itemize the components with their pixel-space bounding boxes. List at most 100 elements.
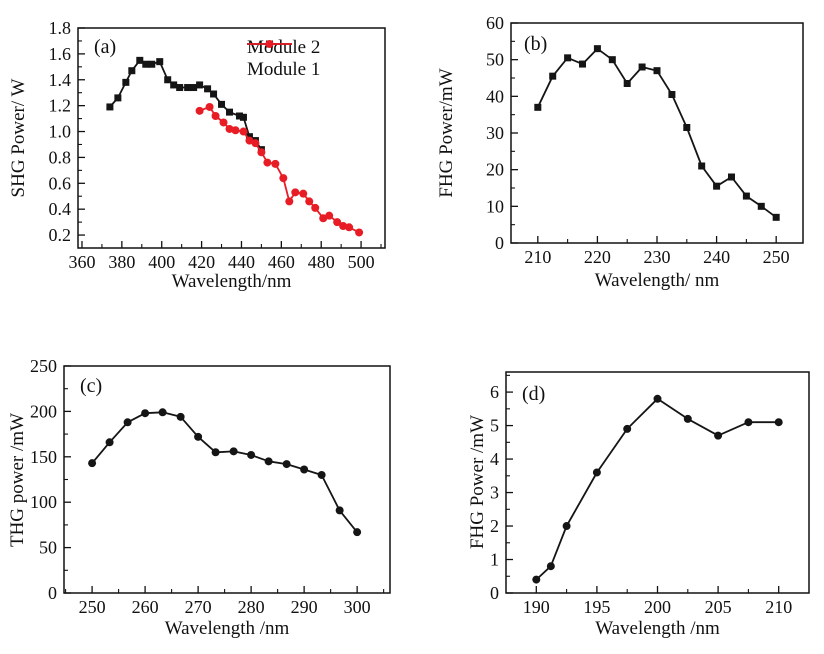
y-tick-label: 200 <box>30 401 57 421</box>
data-point-marker <box>683 124 691 131</box>
data-point-marker <box>239 113 247 121</box>
data-point-marker <box>263 158 272 167</box>
data-point-marker <box>579 60 587 68</box>
plot-frame <box>63 365 391 594</box>
panel-label-d: (d) <box>522 383 546 405</box>
chart-panel-a: 360 380 400 420 440 460 480 500 0.2 0.4 0.6 0.8 1.0 1… <box>0 0 412 300</box>
data-point-marker <box>196 81 204 89</box>
data-point-marker <box>190 84 198 92</box>
data-point-marker <box>122 78 130 86</box>
data-point-marker <box>299 189 308 198</box>
series-line <box>91 411 358 533</box>
data-point-marker <box>713 182 721 190</box>
data-point-marker <box>136 56 144 64</box>
panel-label-c: (c) <box>80 375 103 397</box>
y-tick-label: 6 <box>490 382 499 402</box>
data-point-marker <box>562 522 571 531</box>
data-point-marker <box>744 418 753 427</box>
x-tick-label: 480 <box>308 252 335 272</box>
data-point-marker <box>194 432 203 441</box>
x-tick-label: 195 <box>583 597 610 617</box>
x-tick-label: 360 <box>68 252 95 272</box>
data-point-marker <box>653 67 661 75</box>
legend-label: Module 2 <box>247 37 321 58</box>
data-point-marker <box>282 460 291 469</box>
y-tick-label: 40 <box>486 86 504 106</box>
x-tick-label: 260 <box>132 597 159 617</box>
legend-line-circle-icon <box>247 40 292 48</box>
y-tick-label: 3 <box>490 483 499 503</box>
data-point-marker <box>184 84 192 92</box>
data-point-marker <box>305 197 314 206</box>
y-tick-label: 4 <box>490 449 499 469</box>
data-point-marker <box>239 127 248 136</box>
data-point-marker <box>317 470 326 479</box>
x-tick-label: 420 <box>188 252 215 272</box>
plot-frame <box>505 371 810 594</box>
data-point-marker <box>592 468 601 477</box>
data-point-marker <box>271 159 280 168</box>
y-tick-label: 5 <box>490 416 499 436</box>
data-point-marker <box>229 447 238 456</box>
data-point-marker <box>88 459 97 468</box>
data-point-marker <box>257 148 266 157</box>
data-point-marker <box>683 414 692 423</box>
data-point-marker <box>772 213 780 221</box>
data-point-marker <box>774 418 783 427</box>
data-point-marker <box>264 457 273 466</box>
data-point-marker <box>593 45 601 53</box>
data-point-marker <box>638 63 646 71</box>
x-tick-label: 280 <box>238 597 265 617</box>
data-point-marker <box>219 118 228 127</box>
data-point-marker <box>204 85 212 93</box>
x-tick-label: 220 <box>584 247 611 267</box>
data-point-marker <box>156 58 164 66</box>
x-tick-label: 300 <box>344 597 371 617</box>
data-point-marker <box>319 214 328 223</box>
data-point-marker <box>211 448 220 457</box>
chart-panel-c: 250 260 270 280 290 300 0 50 100 150 200 250 (c) Wa… <box>0 330 412 654</box>
data-point-marker <box>325 211 334 220</box>
x-tick-label: 190 <box>523 597 550 617</box>
y-tick-label: 150 <box>30 447 57 467</box>
data-point-marker <box>251 139 260 148</box>
y-tick-label: 10 <box>486 196 504 216</box>
data-point-marker <box>176 84 184 92</box>
x-tick-label: 380 <box>108 252 135 272</box>
x-tick-label: 210 <box>765 597 792 617</box>
x-tick-label: 500 <box>348 252 375 272</box>
y-tick-label: 1.4 <box>49 70 72 90</box>
y-tick-label: 0 <box>490 583 499 603</box>
data-point-marker <box>546 562 555 571</box>
y-tick-label: 0.6 <box>49 173 72 193</box>
series-line <box>535 397 779 581</box>
data-point-marker <box>291 188 300 197</box>
data-point-marker <box>335 506 344 515</box>
data-point-marker <box>300 465 309 474</box>
x-tick-label: 230 <box>644 247 671 267</box>
data-point-marker <box>231 126 240 135</box>
data-point-marker <box>128 67 136 75</box>
data-point-marker <box>170 81 178 89</box>
y-tick-label: 1.0 <box>49 122 72 142</box>
data-point-marker <box>106 103 114 111</box>
data-point-marker <box>355 228 364 237</box>
x-axis-label-b: Wavelength/ nm <box>594 270 720 291</box>
x-axis-label-c: Wavelength /nm <box>164 618 290 639</box>
y-tick-label: 60 <box>486 13 504 33</box>
x-tick-label: 200 <box>644 597 671 617</box>
legend-entry-module-1: Module 1 <box>246 40 320 81</box>
data-point-marker <box>105 438 114 447</box>
data-point-marker <box>114 94 122 102</box>
data-point-marker <box>247 450 256 459</box>
plot-frame <box>510 22 804 244</box>
y-tick-label: 0.2 <box>49 225 72 245</box>
y-tick-label: 50 <box>486 50 504 70</box>
y-axis-label-b: FHG Power/mW <box>436 68 457 198</box>
x-tick-label: 210 <box>524 247 551 267</box>
legend-marker <box>265 40 274 48</box>
data-point-marker <box>727 173 735 181</box>
data-point-marker <box>176 412 185 421</box>
chart-panel-d: 190 195 200 205 210 0 1 2 3 4 5 6 (d) Wavelength /n… <box>412 330 824 654</box>
